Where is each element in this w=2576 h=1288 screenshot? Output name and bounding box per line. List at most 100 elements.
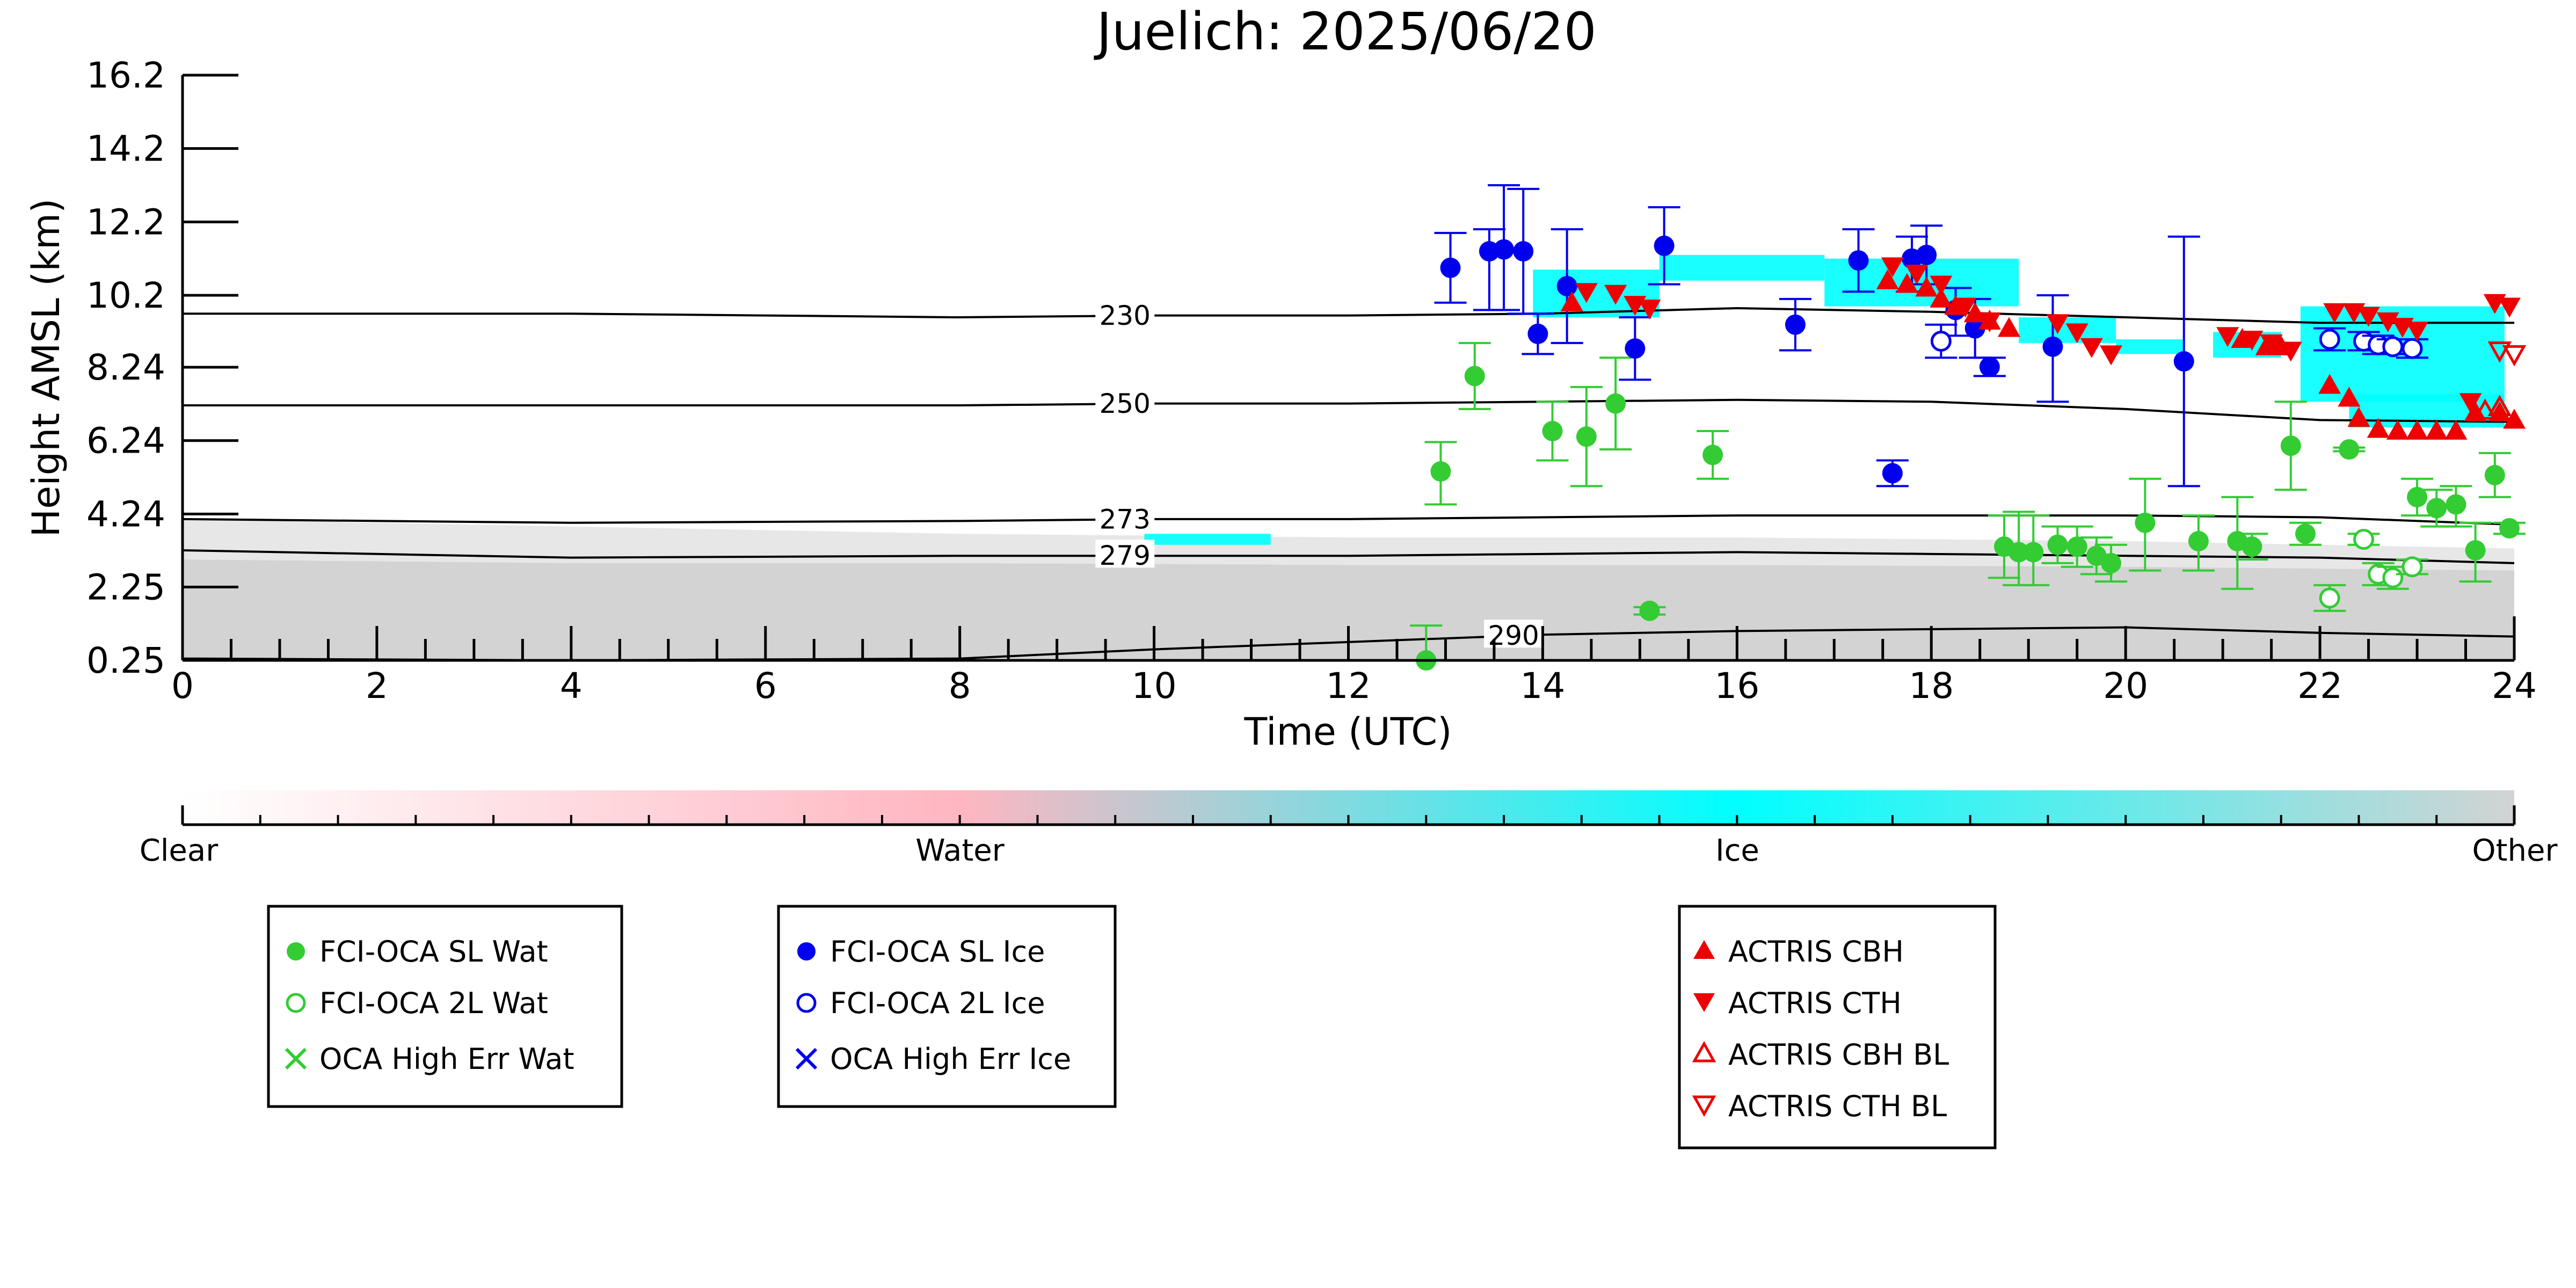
isotherm-label-bg bbox=[1095, 540, 1155, 568]
data-point-actris-cth bbox=[1638, 299, 1661, 319]
isotherm-label-250: 250 bbox=[1100, 388, 1151, 419]
data-point-fci-oca-2l-wat bbox=[2382, 567, 2404, 588]
series-fci-oca-sl-ice bbox=[1434, 184, 2200, 487]
data-point-actris-cbh bbox=[1930, 287, 1953, 308]
legend-label-2l-ice: FCI-OCA 2L Ice bbox=[830, 986, 1045, 1020]
data-point-fci-oca-sl-ice bbox=[1848, 250, 1869, 271]
data-point-actris-cth bbox=[1905, 265, 1929, 285]
data-point-fci-oca-2l-ice bbox=[1930, 330, 1952, 352]
legend-label-higherr-wat: OCA High Err Wat bbox=[319, 1042, 574, 1076]
y-tick-label: 0.25 bbox=[86, 640, 165, 681]
data-point-actris-cbh bbox=[2464, 401, 2487, 421]
series-fci-oca-2l-ice bbox=[1925, 323, 2428, 359]
legend-marker-cth bbox=[1693, 993, 1715, 1012]
data-point-fci-oca-sl-ice bbox=[1964, 318, 1985, 339]
legend-label-cth: ACTRIS CTH bbox=[1728, 986, 1902, 1020]
data-point-actris-cbh bbox=[1896, 273, 1919, 293]
isotherm-250 bbox=[183, 398, 2515, 423]
data-point-actris-cbh bbox=[2444, 419, 2468, 440]
isotherm-label-bg bbox=[1095, 388, 1155, 416]
legend-item-sl-ice: FCI-OCA SL Ice bbox=[797, 935, 1045, 969]
colorbar-label-ice: Ice bbox=[1715, 833, 1759, 868]
data-point-fci-oca-sl-wat bbox=[2066, 536, 2087, 557]
legend-actris: ACTRIS CBH ACTRIS CTH ACTRIS CBH BL ACTR… bbox=[1678, 905, 1997, 1149]
x-tick-label: 2 bbox=[366, 665, 388, 707]
isotherm-label-273: 273 bbox=[1100, 504, 1151, 535]
legend-item-cth: ACTRIS CTH bbox=[1693, 986, 1902, 1020]
legend-water-box bbox=[267, 905, 623, 1108]
data-point-fci-oca-sl-ice bbox=[2173, 351, 2194, 372]
data-point-actris-cbh-bl bbox=[2473, 398, 2497, 420]
x-tick-label: 16 bbox=[1714, 665, 1759, 707]
data-point-actris-cth bbox=[2376, 312, 2399, 332]
data-point-actris-cth bbox=[2357, 307, 2380, 327]
ice-cloud-region bbox=[2116, 339, 2184, 354]
legend-water: FCI-OCA SL Wat FCI-OCA 2L Wat OCA High E… bbox=[267, 905, 623, 1108]
data-point-actris-cth bbox=[2100, 345, 2123, 366]
data-point-actris-cth bbox=[2498, 297, 2521, 318]
legend-ice-box bbox=[777, 905, 1117, 1108]
data-point-fci-oca-2l-ice bbox=[2402, 338, 2423, 359]
data-point-fci-oca-sl-wat bbox=[1605, 393, 1626, 414]
data-series bbox=[1410, 184, 2527, 671]
x-tick-label: 12 bbox=[1326, 665, 1371, 707]
isotherm-279 bbox=[182, 549, 2515, 564]
y-ticks: 0.25 2.25 4.24 6.24 8.24 10.2 12.2 14.2 16.2 bbox=[86, 55, 238, 681]
data-point-fci-oca-sl-wat bbox=[2407, 486, 2428, 507]
legend-item-higherr-ice: OCA High Err Ice bbox=[795, 1042, 1071, 1076]
data-point-actris-cbh bbox=[1963, 302, 1986, 323]
ice-cloud-region bbox=[1659, 254, 1825, 281]
data-point-actris-cth bbox=[2046, 314, 2069, 334]
y-tick-label: 4.24 bbox=[86, 493, 165, 535]
colorbar-label-other: Other bbox=[2472, 833, 2558, 868]
data-point-fci-oca-sl-wat bbox=[1576, 426, 1597, 447]
data-point-fci-oca-sl-ice bbox=[1527, 323, 1548, 344]
y-tick-label: 2.25 bbox=[86, 566, 165, 608]
data-point-actris-cbh bbox=[2406, 419, 2429, 440]
data-point-fci-oca-sl-ice bbox=[2042, 336, 2063, 357]
isotherm-230 bbox=[183, 307, 2514, 324]
data-point-actris-cth bbox=[1881, 257, 1904, 278]
plot-area: 230 250 273 279 290 bbox=[182, 184, 2527, 671]
data-point-actris-cth bbox=[1604, 285, 1627, 305]
data-point-actris-cth bbox=[1930, 275, 1953, 296]
series-actris-cth bbox=[1575, 257, 2521, 413]
y-axis-label: Height AMSL (km) bbox=[24, 199, 68, 537]
data-point-fci-oca-sl-wat bbox=[2242, 536, 2262, 557]
data-point-fci-oca-sl-wat bbox=[2135, 512, 2156, 533]
series-actris-cbh-bl bbox=[2473, 395, 2512, 420]
data-point-fci-oca-2l-wat bbox=[2319, 587, 2340, 609]
data-point-actris-cth bbox=[2279, 341, 2302, 362]
data-point-fci-oca-sl-ice bbox=[1979, 356, 2000, 377]
y-tick-label: 16.2 bbox=[86, 55, 165, 96]
x-tick-label: 20 bbox=[2103, 665, 2148, 707]
data-point-fci-oca-sl-wat bbox=[2023, 542, 2044, 563]
data-point-actris-cbh bbox=[1998, 317, 2021, 337]
y-tick-label: 14.2 bbox=[86, 128, 165, 170]
legend-label-cbh-bl: ACTRIS CBH BL bbox=[1728, 1038, 1949, 1072]
x-tick-label: 18 bbox=[1909, 665, 1954, 707]
data-point-actris-cbh bbox=[1876, 269, 1899, 289]
colorbar-label-clear: Clear bbox=[140, 833, 219, 868]
data-point-actris-cbh bbox=[2425, 419, 2448, 440]
data-point-actris-cth bbox=[2080, 338, 2103, 358]
colorbar-ticks bbox=[181, 815, 2515, 825]
data-point-fci-oca-sl-wat bbox=[2280, 435, 2301, 456]
data-point-fci-oca-sl-wat bbox=[2295, 523, 2316, 544]
x-tick-label: 22 bbox=[2297, 665, 2342, 707]
data-point-fci-oca-sl-ice bbox=[1882, 463, 1903, 484]
legend-label-cth-bl: ACTRIS CTH BL bbox=[1728, 1089, 1947, 1123]
x-tick-label: 14 bbox=[1520, 665, 1565, 707]
x-tick-label: 10 bbox=[1132, 665, 1177, 707]
data-point-fci-oca-sl-wat bbox=[2188, 530, 2209, 551]
legend-marker-2l-wat bbox=[286, 993, 306, 1013]
legend-marker-higherr-ice bbox=[795, 1047, 818, 1070]
legend-marker-higherr-wat bbox=[285, 1047, 307, 1070]
data-point-actris-cth-bl bbox=[2502, 345, 2527, 367]
series-fci-oca-2l-wat bbox=[2313, 528, 2428, 612]
x-ticks: 0 2 4 6 8 10 12 14 16 18 20 22 24 bbox=[171, 626, 2537, 707]
data-point-actris-cbh bbox=[1560, 291, 1583, 311]
isotherm-273 bbox=[182, 514, 2515, 526]
y-tick-label: 10.2 bbox=[86, 275, 165, 316]
x-tick-label: 0 bbox=[171, 665, 194, 707]
